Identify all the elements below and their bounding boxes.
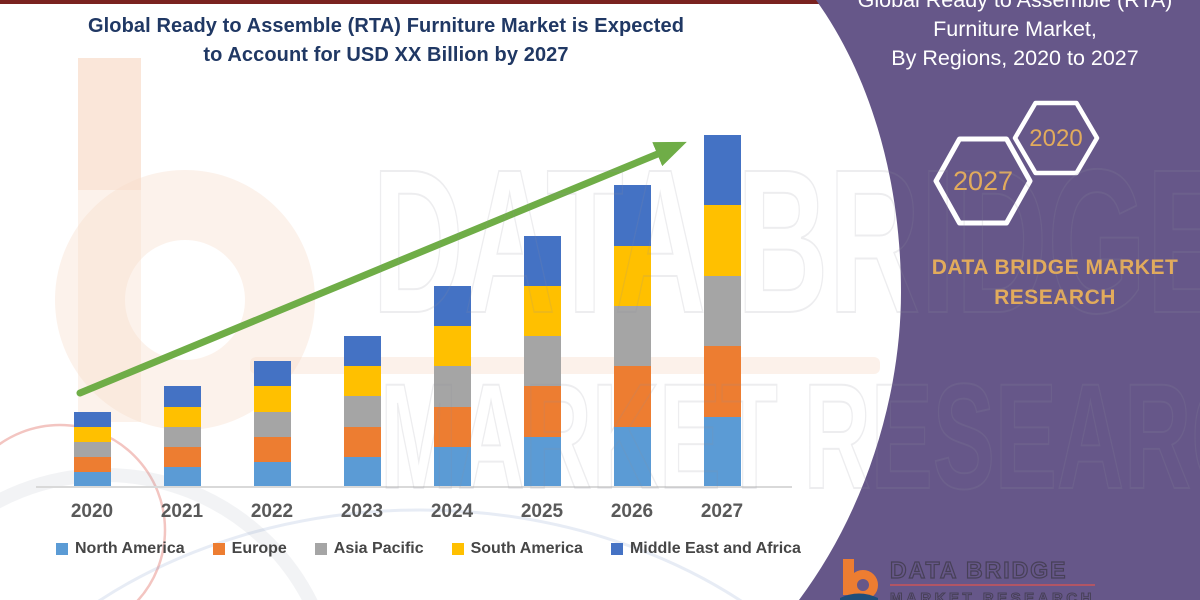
company-logo-b-icon [840, 559, 878, 600]
legend-label: Middle East and Africa [629, 540, 801, 557]
company-logo-sub: MARKET RESEARCH [889, 590, 1096, 600]
x-axis-label-2023: 2023 [340, 501, 384, 522]
panel-title-line3: By Regions, 2020 to 2027 [891, 46, 1139, 70]
chart-title: Global Ready to Assemble (RTA) Furniture… [46, 12, 726, 70]
bar-segment-middle-east-and-africa [163, 386, 201, 407]
bar-segment-europe [343, 426, 381, 457]
bar-segment-middle-east-and-africa [253, 361, 291, 387]
watermark-gray-ring [0, 468, 318, 600]
x-axis-label-2027: 2027 [700, 501, 744, 522]
legend-swatch-icon [56, 543, 68, 555]
bar-2022 [253, 361, 291, 487]
bar-segment-south-america [253, 386, 291, 412]
legend-item-south-america: South America [451, 540, 583, 558]
bar-segment-north-america [253, 461, 291, 487]
legend-item-middle-east-and-africa: Middle East and Africa [610, 540, 801, 558]
watermark-text-line1: DATA BRIDGE [371, 126, 1200, 357]
company-logo: DATA BRIDGE MARKET RESEARCH [838, 556, 1096, 600]
watermark-text-line2: MARKET RESEARCH [379, 351, 1200, 521]
bar-segment-europe [163, 446, 201, 467]
bar-segment-europe [433, 406, 471, 447]
bar-segment-north-america [343, 456, 381, 487]
legend-label: Europe [231, 540, 287, 557]
bar-segment-europe [253, 436, 291, 462]
bar-segment-middle-east-and-africa [73, 411, 111, 427]
bar-segment-south-america [163, 406, 201, 427]
panel-title: Global Ready to Assemble (RTA) Furniture… [830, 0, 1200, 73]
bar-segment-north-america [523, 436, 561, 487]
bar-segment-asia-pacific [163, 426, 201, 447]
bar-segment-north-america [163, 466, 201, 487]
chart-title-line2: to Account for USD XX Billion by 2027 [203, 44, 569, 66]
x-axis-label-2022: 2022 [250, 501, 294, 522]
company-logo-brand: DATA BRIDGE [889, 556, 1068, 583]
watermark-b-stem-top [78, 58, 141, 190]
bar-segment-europe [73, 456, 111, 472]
company-logo-text: DATA BRIDGE MARKET RESEARCH [889, 556, 1096, 600]
legend-swatch-icon [212, 543, 225, 555]
top-border-line [0, 0, 1200, 4]
legend-swatch-icon [610, 543, 623, 555]
bar-segment-middle-east-and-africa [703, 134, 741, 206]
legend-swatch-icon [451, 543, 464, 555]
x-axis-label-2021: 2021 [160, 501, 204, 522]
bar-segment-south-america [73, 426, 111, 442]
chart-title-line1: Global Ready to Assemble (RTA) Furniture… [87, 15, 685, 37]
bar-2027 [703, 134, 741, 487]
panel-title-line2: Furniture Market, [933, 17, 1097, 41]
legend-label: North America [75, 540, 185, 557]
company-logo-underline [890, 584, 1096, 586]
legend-label: South America [470, 540, 583, 557]
bar-segment-europe [703, 346, 741, 417]
x-axis-label-2025: 2025 [520, 501, 564, 522]
bar-segment-asia-pacific [73, 441, 111, 457]
bar-segment-north-america [433, 446, 471, 487]
bar-segment-north-america [703, 416, 741, 487]
legend-swatch-icon [314, 543, 327, 555]
bar-segment-asia-pacific [703, 275, 741, 347]
legend-item-europe: Europe [212, 540, 287, 558]
x-axis-line [36, 486, 792, 488]
legend-label: Asia Pacific [333, 540, 424, 557]
bar-segment-asia-pacific [253, 411, 291, 437]
x-axis-label-2020: 2020 [70, 501, 114, 522]
bar-segment-north-america [613, 426, 651, 487]
bar-segment-south-america [343, 366, 381, 397]
x-axis-label-2024: 2024 [430, 501, 474, 522]
bar-segment-south-america [703, 205, 741, 276]
bar-segment-north-america [73, 471, 111, 487]
bar-2020 [73, 411, 111, 487]
legend-item-north-america: North America [56, 540, 185, 558]
legend-item-asia-pacific: Asia Pacific [314, 540, 424, 558]
bar-segment-asia-pacific [343, 396, 381, 427]
watermark-b-stem [78, 190, 141, 422]
chart-legend: North America Europe Asia Pacific South Ame… [56, 540, 801, 558]
bar-2021 [163, 386, 201, 487]
x-axis-label-2026: 2026 [610, 501, 654, 522]
panel-title-line1: Global Ready to Assemble (RTA) [857, 0, 1173, 12]
